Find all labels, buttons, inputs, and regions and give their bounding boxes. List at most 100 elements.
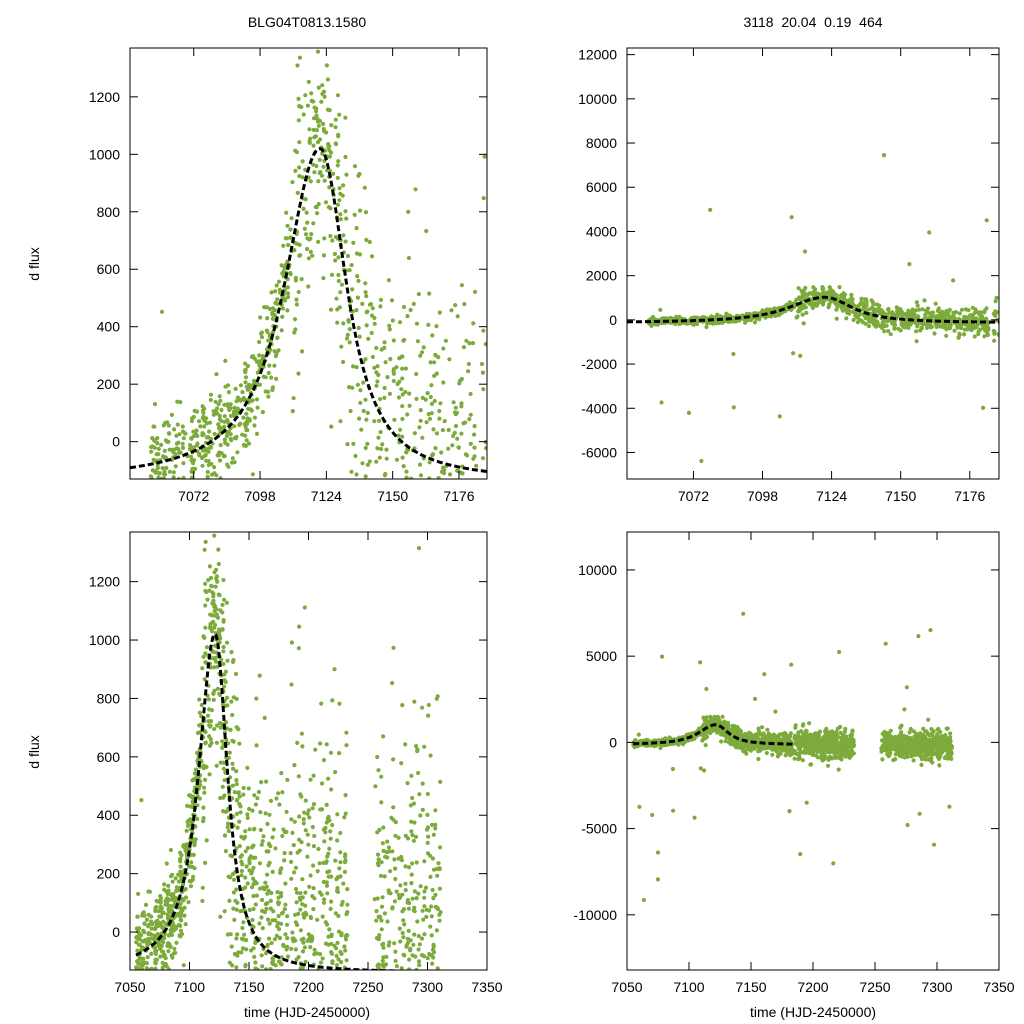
data-point <box>313 747 318 752</box>
data-point <box>850 297 855 302</box>
data-point <box>339 960 344 965</box>
data-point <box>185 820 190 825</box>
data-point <box>440 428 445 433</box>
data-point <box>197 710 202 715</box>
data-point <box>708 714 713 720</box>
data-point <box>284 922 290 927</box>
data-point <box>265 917 271 922</box>
data-point <box>318 741 323 746</box>
data-point <box>409 773 414 779</box>
data-point <box>234 887 239 892</box>
data-point <box>235 932 240 937</box>
data-point <box>777 414 782 419</box>
data-point <box>470 341 475 346</box>
data-point <box>345 910 350 915</box>
data-point <box>863 316 868 321</box>
data-point <box>342 869 347 875</box>
x-tick-label: 7098 <box>244 488 275 504</box>
data-point <box>870 320 875 325</box>
data-point <box>285 291 291 296</box>
data-point <box>414 967 419 970</box>
data-point <box>234 798 239 803</box>
data-point <box>176 872 181 877</box>
data-point <box>200 885 205 890</box>
data-point <box>195 443 200 448</box>
y-tick-label: 0 <box>112 924 120 940</box>
data-point <box>756 756 761 762</box>
data-point <box>807 291 812 296</box>
data-point <box>720 320 725 325</box>
data-point <box>756 745 761 750</box>
data-point <box>311 99 316 104</box>
data-point <box>357 252 362 257</box>
data-point <box>416 546 422 551</box>
data-point <box>655 877 661 882</box>
data-point <box>322 178 327 183</box>
data-point <box>144 966 149 970</box>
data-point <box>759 732 764 737</box>
data-point <box>279 328 284 333</box>
data-point <box>337 866 342 871</box>
data-point <box>379 904 385 909</box>
data-point <box>162 448 167 453</box>
data-point <box>390 680 395 686</box>
data-point <box>393 833 398 838</box>
data-point <box>322 236 327 241</box>
data-point <box>826 305 831 310</box>
data-point <box>915 303 920 308</box>
data-point <box>343 858 348 863</box>
data-point <box>993 299 998 304</box>
data-point <box>294 957 299 962</box>
data-point <box>264 779 269 784</box>
data-point <box>226 390 231 395</box>
data-point <box>232 951 237 957</box>
data-point <box>260 926 265 931</box>
data-point <box>308 777 313 782</box>
data-point <box>414 371 419 377</box>
data-point <box>396 893 402 898</box>
data-point <box>325 77 330 82</box>
data-point <box>159 943 164 948</box>
plot-frame <box>129 47 488 480</box>
x-tick-label: 7176 <box>954 488 985 504</box>
data-point <box>431 427 436 432</box>
data-point <box>976 329 981 334</box>
data-point <box>320 956 325 961</box>
data-point <box>877 303 882 308</box>
data-point <box>855 304 861 309</box>
data-point <box>240 862 245 867</box>
data-point <box>286 294 291 300</box>
data-point <box>372 897 377 902</box>
data-point <box>315 869 320 874</box>
data-point <box>321 900 327 905</box>
data-point <box>472 424 477 429</box>
data-point <box>296 646 301 651</box>
data-point <box>892 320 897 325</box>
data-point <box>325 922 330 927</box>
data-point <box>222 597 227 602</box>
data-point <box>299 937 304 942</box>
data-point <box>205 469 210 475</box>
data-point <box>330 698 335 703</box>
data-point <box>259 842 264 847</box>
data-point <box>867 307 872 312</box>
y-tick-label: -2000 <box>581 356 617 372</box>
data-point <box>181 461 186 466</box>
data-point <box>438 779 443 785</box>
data-point <box>189 454 194 459</box>
data-point <box>386 890 391 895</box>
data-point <box>406 928 411 934</box>
data-point <box>385 839 390 844</box>
data-point <box>363 281 368 286</box>
data-point <box>471 321 476 326</box>
data-point <box>200 433 205 438</box>
data-point <box>335 320 340 325</box>
data-point <box>230 456 235 461</box>
data-point <box>229 944 234 949</box>
data-point <box>252 954 257 960</box>
data-point <box>207 723 212 728</box>
data-point <box>723 739 728 744</box>
data-point <box>794 315 799 320</box>
data-point <box>429 914 434 919</box>
data-point <box>178 859 183 864</box>
